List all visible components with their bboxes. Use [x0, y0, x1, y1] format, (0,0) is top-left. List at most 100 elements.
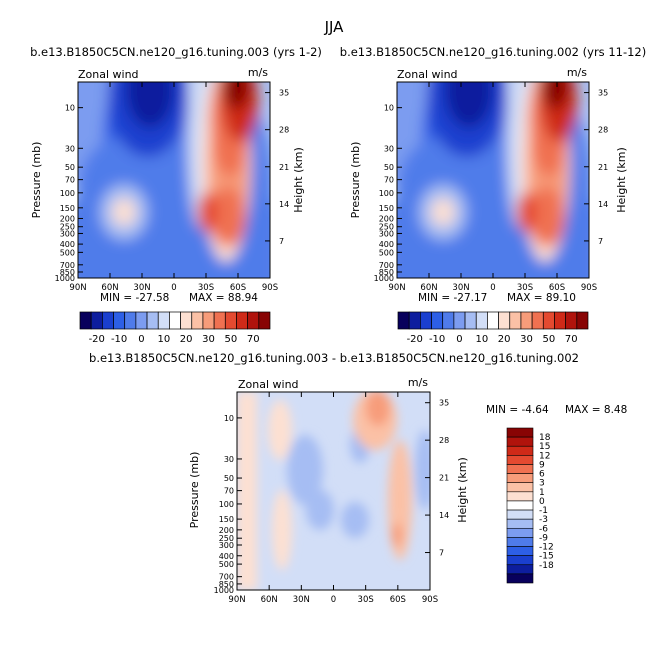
y-tick-label: 300 — [60, 229, 75, 238]
y-tick-label: 1000 — [55, 274, 75, 283]
colorbar-swatch — [247, 311, 260, 330]
colorbar-swatch — [506, 445, 534, 456]
y-tick-label: 200 — [379, 214, 394, 223]
colorbar-swatch — [475, 311, 488, 330]
colorbar-label: -6 — [539, 524, 548, 534]
panel-1-ylabel: Pressure (mb) — [30, 142, 43, 219]
colorbar-label: 9 — [539, 460, 545, 470]
colorbar-swatch — [487, 311, 499, 330]
colorbar-swatch — [213, 311, 226, 330]
x-tick-label: 90S — [422, 595, 438, 605]
colorbar-swatch — [397, 311, 410, 330]
panel-3: b.e13.B1850C5CN.ne120_g16.tuning.003 - b… — [89, 351, 627, 605]
x-tick-label: 90N — [69, 283, 86, 293]
colorbar-swatch — [79, 311, 92, 330]
colorbar-label: -20 — [89, 334, 105, 345]
colorbar-swatch — [509, 311, 522, 330]
colorbar-swatch — [506, 564, 534, 575]
y-tick-label: 700 — [60, 261, 75, 270]
colorbar-swatch — [506, 473, 534, 484]
colorbar-swatch — [236, 311, 248, 330]
colorbar-label: -1 — [539, 506, 548, 516]
panel-2-ylabel: Pressure (mb) — [349, 142, 362, 219]
colorbar-swatch — [506, 427, 534, 438]
panel-2-units: m/s — [567, 66, 587, 79]
panel-3-left-label: Zonal wind — [238, 378, 299, 391]
colorbar-swatch — [169, 311, 181, 330]
colorbar-swatch — [431, 311, 444, 330]
colorbar-label: 10 — [157, 334, 170, 345]
y-tick-label: 700 — [379, 261, 394, 270]
colorbar-label: 50 — [225, 334, 238, 345]
y-tick-label: 400 — [379, 240, 394, 249]
colorbar-swatch — [506, 527, 534, 538]
y-tick-label: 50 — [224, 474, 234, 483]
colorbar-label: 70 — [247, 334, 260, 345]
colorbar-swatch — [506, 436, 534, 447]
y2-tick-label: 28 — [439, 436, 449, 445]
colorbar-label: 0 — [456, 334, 462, 345]
panel-2-title: b.e13.B1850C5CN.ne120_g16.tuning.002 (yr… — [340, 45, 646, 59]
y-tick-label: 100 — [379, 189, 394, 198]
y-tick-label: 400 — [60, 240, 75, 249]
x-tick-label: 0 — [331, 595, 336, 605]
y2-tick-label: 21 — [598, 163, 608, 172]
colorbar-swatch — [157, 311, 170, 330]
panel-2-left-label: Zonal wind — [397, 68, 458, 81]
colorbar-swatch — [520, 311, 533, 330]
y-tick-label: 300 — [219, 541, 234, 550]
colorbar-label: -10 — [111, 334, 127, 345]
colorbar-label: 1 — [539, 488, 545, 498]
x-tick-label: 60N — [261, 595, 278, 605]
y-tick-label: 70 — [384, 176, 394, 185]
colorbar-swatch — [224, 311, 237, 330]
colorbar-swatch — [506, 546, 534, 556]
y-tick-label: 500 — [219, 560, 234, 569]
panel-2: b.e13.B1850C5CN.ne120_g16.tuning.002 (yr… — [340, 45, 646, 304]
y-tick-label: 50 — [65, 163, 75, 172]
y2-tick-label: 14 — [598, 200, 608, 209]
y-tick-label: 850 — [60, 268, 75, 277]
colorbar-swatch — [135, 311, 148, 330]
y2-tick-label: 7 — [279, 237, 284, 246]
x-tick-label: 60N — [101, 283, 118, 293]
y-tick-label: 500 — [379, 248, 394, 257]
y-tick-label: 200 — [219, 526, 234, 535]
colorbar-label: 50 — [543, 334, 556, 345]
colorbar-label: -12 — [539, 543, 554, 553]
y-tick-label: 500 — [60, 248, 75, 257]
colorbar-label: 70 — [565, 334, 578, 345]
y-tick-label: 850 — [219, 580, 234, 589]
y-tick-label: 30 — [384, 144, 394, 153]
colorbar-swatch — [113, 311, 126, 330]
colorbar-swatch — [506, 537, 534, 547]
y2-tick-label: 35 — [279, 89, 289, 98]
x-tick-label: 60S — [390, 595, 406, 605]
x-tick-label: 90N — [228, 595, 245, 605]
y-tick-label: 10 — [224, 414, 234, 423]
colorbar-swatch — [102, 311, 114, 330]
colorbar-label: -9 — [539, 533, 548, 543]
panel-1-max: MAX = 88.94 — [189, 292, 258, 304]
y-tick-label: 70 — [224, 487, 234, 496]
colorbar-swatch — [506, 491, 534, 502]
y2-tick-label: 35 — [598, 89, 608, 98]
y-tick-label: 150 — [60, 204, 75, 213]
colorbar-label: 20 — [498, 334, 511, 345]
x-tick-label: 30S — [517, 283, 533, 293]
colorbar-label: -10 — [429, 334, 445, 345]
colorbar-label: -20 — [407, 334, 423, 345]
panel-1-title: b.e13.B1850C5CN.ne120_g16.tuning.003 (yr… — [30, 45, 322, 59]
panel-3-units: m/s — [408, 376, 428, 389]
panel-3-field — [237, 392, 430, 590]
colorbar-swatch — [506, 509, 534, 520]
y-tick-label: 1000 — [214, 586, 234, 595]
y-tick-label: 300 — [379, 229, 394, 238]
panel-3-min: MIN = -4.64 — [486, 404, 549, 416]
y-tick-label: 10 — [65, 104, 75, 113]
y-tick-label: 50 — [384, 163, 394, 172]
x-tick-label: 30N — [293, 595, 310, 605]
x-tick-label: 90N — [388, 283, 405, 293]
